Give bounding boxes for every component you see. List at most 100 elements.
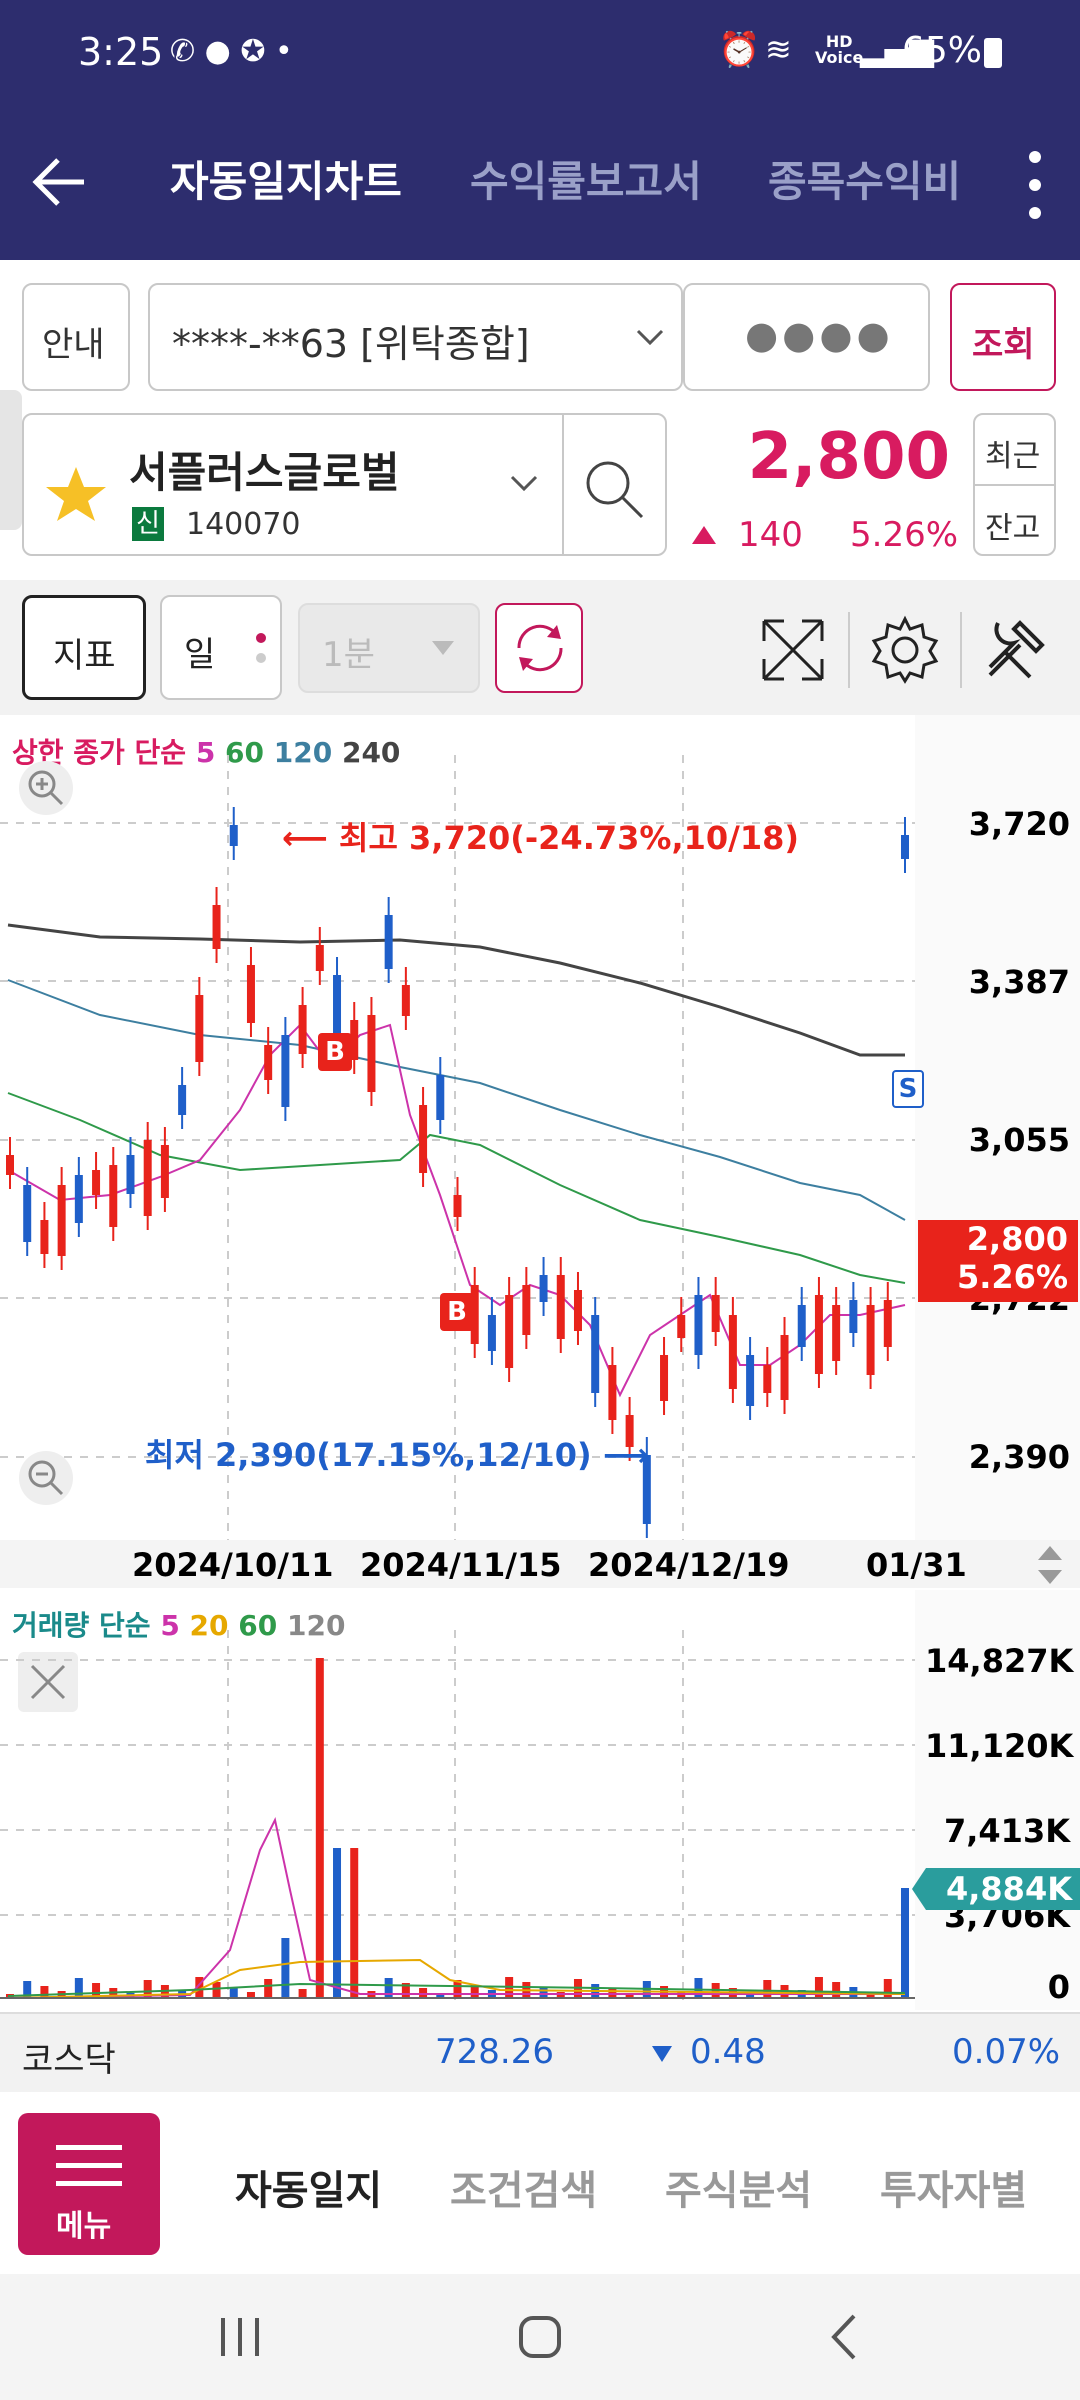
minute-label: 1분	[322, 635, 375, 675]
more-menu-icon[interactable]	[1020, 145, 1050, 225]
side-drawer-handle[interactable]	[0, 390, 22, 530]
balance-label[interactable]: 잔고	[985, 511, 1041, 546]
expand-icon[interactable]	[758, 615, 828, 685]
gear-icon[interactable]	[870, 615, 940, 685]
current-price: 2,800	[747, 420, 950, 494]
candle	[436, 1075, 445, 1120]
volume-chart[interactable]: 거래량 단순 5 20 60 120 14,827K 11,120K 7,413…	[0, 1590, 1080, 2010]
password-field[interactable]: ●●●●	[683, 283, 930, 391]
volume-bar	[814, 1977, 823, 1998]
battery-icon	[984, 38, 1002, 68]
tab-stock-return[interactable]: 종목수익비	[768, 157, 962, 206]
query-button[interactable]: 조회	[950, 283, 1056, 391]
nav-tab-auto-journal[interactable]: 자동일지	[235, 2168, 383, 2214]
divider	[562, 415, 564, 554]
recent-label[interactable]: 최근	[985, 439, 1041, 474]
stock-name: 서플러스글로벌	[129, 448, 400, 497]
app-header: 자동일지차트 수익률보고서 종목수익비	[0, 110, 1080, 260]
volume-bar	[384, 1978, 393, 1998]
candle	[23, 1185, 32, 1242]
candle	[539, 1275, 548, 1302]
buy-marker[interactable]: B	[440, 1293, 474, 1331]
divider	[975, 484, 1054, 486]
recent-apps-icon[interactable]	[215, 2312, 265, 2362]
volume-chart-canvas	[0, 1590, 1080, 2010]
volume-bar	[453, 1980, 462, 1998]
candle	[832, 1305, 841, 1361]
candle	[694, 1295, 703, 1355]
index-change: 0.48	[690, 2032, 766, 2072]
resize-handle-icon[interactable]	[1034, 1544, 1066, 1586]
guide-button[interactable]: 안내	[22, 283, 130, 391]
candles	[6, 807, 909, 1538]
index-name: 코스닥	[22, 2040, 116, 2080]
account-select[interactable]: ****-**63 [위탁종합]	[148, 283, 683, 391]
stock-code: 140070	[186, 507, 301, 542]
nav-tab-condition-search[interactable]: 조건검색	[450, 2168, 598, 2214]
credit-badge: 신	[132, 507, 164, 541]
volume-bar	[74, 1978, 83, 1998]
volume-grid	[0, 1630, 915, 2000]
candle	[556, 1275, 565, 1339]
candle	[660, 1355, 669, 1401]
chevron-down-icon	[636, 329, 664, 346]
search-icon[interactable]	[580, 455, 650, 525]
period-button[interactable]: 일	[160, 595, 282, 700]
candle	[401, 985, 410, 1016]
legend-ma5: 5	[195, 736, 216, 769]
system-back-icon[interactable]	[820, 2312, 870, 2362]
nav-tab-by-investor[interactable]: 투자자별	[880, 2168, 1028, 2214]
volume-bar	[143, 1980, 152, 1998]
nav-tab-stock-analysis[interactable]: 주식분석	[665, 2168, 813, 2214]
period-label: 일	[184, 635, 216, 675]
buy-marker[interactable]: B	[318, 1033, 352, 1071]
price-chart[interactable]: 상한 종가 단순 5 60 120 240 97 3,720 3,387 3,0…	[0, 715, 1080, 1540]
candle	[74, 1175, 83, 1223]
volume-bar	[746, 1993, 755, 1998]
volume-bar	[195, 1977, 204, 1998]
minute-select: 1분	[298, 603, 480, 693]
close-icon[interactable]	[18, 1652, 78, 1712]
candle	[384, 915, 393, 969]
hd-voice-icon: HD Voice	[815, 34, 863, 66]
candle	[350, 1020, 359, 1060]
candle	[57, 1185, 66, 1256]
volume-legend-prefix: 거래량 단순	[12, 1609, 151, 1642]
x-axis: 2024/10/11 2024/11/15 2024/12/19 01/31	[0, 1540, 1080, 1588]
volume-bar	[901, 1888, 909, 1998]
tools-icon[interactable]	[980, 615, 1050, 685]
tab-auto-journal-chart[interactable]: 자동일지차트	[170, 157, 402, 206]
volume-bar	[23, 1981, 32, 1998]
refresh-button[interactable]	[495, 603, 583, 693]
alarm-icon: ⏰	[718, 30, 761, 70]
recent-balance-toggle[interactable]: 최근 잔고	[973, 413, 1056, 556]
home-icon[interactable]	[515, 2312, 565, 2362]
candle	[470, 1285, 479, 1344]
stock-select[interactable]: 서플러스글로벌 신 140070	[22, 413, 667, 556]
candle	[92, 1170, 101, 1195]
grid	[0, 755, 915, 1540]
price-change-pct: 5.26%	[850, 515, 959, 555]
candle	[281, 1035, 290, 1107]
indicator-label: 지표	[53, 636, 116, 676]
candle	[367, 1015, 376, 1092]
low-annotation-text: 최저 2,390(17.15%,12/10)	[145, 1436, 592, 1474]
volume-y-tick: 11,120K	[925, 1727, 1074, 1765]
candle	[246, 965, 255, 1023]
password-mask: ●●●●	[745, 313, 894, 357]
zoom-in-icon[interactable]	[18, 760, 74, 816]
indicator-button[interactable]: 지표	[22, 595, 146, 700]
y-tick-label: 3,055	[968, 1121, 1070, 1159]
candle	[419, 1105, 428, 1173]
menu-button[interactable]: 메뉴	[18, 2113, 160, 2255]
tab-return-report[interactable]: 수익률보고서	[470, 157, 702, 206]
candle	[573, 1290, 582, 1331]
favorite-star-icon[interactable]	[44, 463, 108, 523]
bottom-nav	[0, 2094, 1080, 2274]
y-tick-label: 3,720	[968, 805, 1070, 843]
back-arrow-icon[interactable]	[28, 150, 92, 214]
sell-marker[interactable]: S	[892, 1070, 924, 1108]
zoom-out-icon[interactable]	[18, 1450, 74, 1506]
index-bar[interactable]: 코스닥 728.26 0.48 0.07%	[0, 2012, 1080, 2092]
candle	[333, 975, 342, 1038]
